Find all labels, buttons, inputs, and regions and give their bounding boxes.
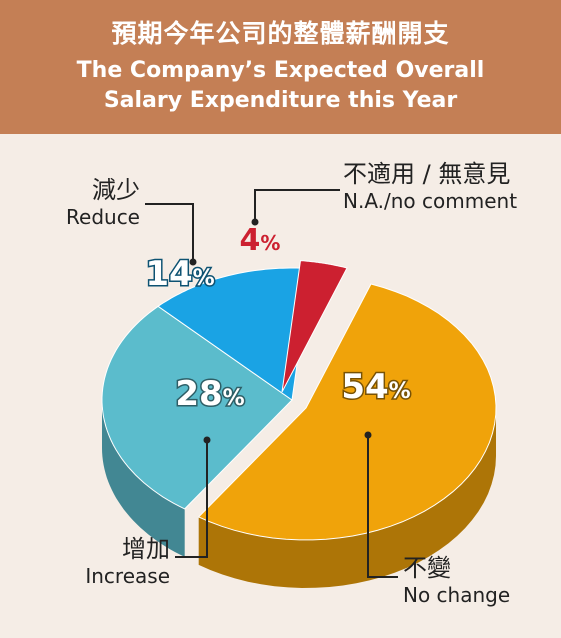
pie-slice-reduce bbox=[157, 267, 312, 401]
label-no-change: 不變 No change bbox=[403, 554, 543, 607]
leader-line-no-change-dot bbox=[364, 431, 372, 439]
label-reduce-en: Reduce bbox=[66, 204, 140, 229]
pie-slice-n-a-no-comment bbox=[281, 260, 348, 393]
pie-slice-increase bbox=[101, 305, 293, 510]
pie-side-increase bbox=[102, 400, 185, 557]
data-label-reduce: 14% bbox=[145, 254, 214, 294]
label-increase-en: Increase bbox=[85, 563, 170, 588]
data-label-increase: 28% bbox=[175, 374, 244, 414]
pie-side-no-change bbox=[198, 408, 496, 588]
pie-sides bbox=[102, 400, 496, 588]
label-increase: 增加 Increase bbox=[60, 535, 170, 588]
label-no-change-en: No change bbox=[403, 582, 511, 607]
leader-line-reduce bbox=[145, 203, 194, 262]
pie-slice-no-change bbox=[197, 283, 497, 541]
title-banner: 預期今年公司的整體薪酬開支 The Company’s Expected Ove… bbox=[0, 0, 561, 134]
data-label-n-a-no-comment: 4% bbox=[240, 223, 281, 258]
leader-line-increase bbox=[175, 440, 208, 558]
label-reduce-zh: 減少 bbox=[92, 176, 140, 204]
leader-line-reduce-dot bbox=[189, 258, 197, 266]
chart-title-en-line2: Salary Expenditure this Year bbox=[103, 88, 458, 113]
data-label-no-change: 54% bbox=[341, 367, 410, 407]
chart-title-en-line1: The Company’s Expected Overall bbox=[76, 58, 485, 83]
leader-line-na-dot bbox=[251, 218, 259, 226]
label-na-zh: 不適用 / 無意見 bbox=[343, 160, 511, 188]
label-na: 不適用 / 無意見 N.A./no comment bbox=[343, 160, 553, 213]
label-increase-zh: 增加 bbox=[122, 535, 170, 563]
label-na-en: N.A./no comment bbox=[343, 188, 518, 213]
chart-title-zh: 預期今年公司的整體薪酬開支 bbox=[111, 19, 450, 48]
leader-line-increase-dot bbox=[203, 436, 211, 444]
leader-line-no-change bbox=[367, 435, 398, 578]
pie-tops bbox=[101, 260, 497, 541]
label-no-change-zh: 不變 bbox=[403, 554, 451, 582]
leader-line-na bbox=[254, 189, 340, 222]
label-reduce: 減少 Reduce bbox=[40, 176, 140, 229]
